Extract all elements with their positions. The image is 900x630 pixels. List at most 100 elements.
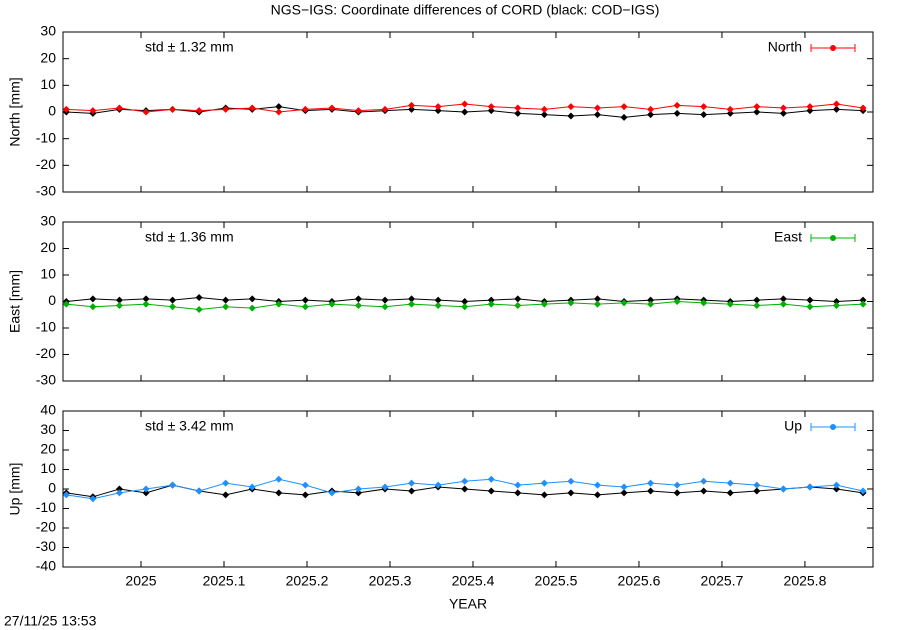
x-tick-label: 2025.8 bbox=[784, 573, 827, 589]
data-point bbox=[275, 103, 283, 111]
data-point bbox=[89, 495, 97, 503]
data-point bbox=[859, 104, 867, 112]
data-point bbox=[859, 487, 867, 495]
y-tick-label: -20 bbox=[36, 519, 56, 535]
data-point bbox=[62, 105, 70, 113]
data-point bbox=[301, 303, 309, 311]
x-tick-label: 2025.7 bbox=[701, 573, 744, 589]
data-point bbox=[593, 481, 601, 489]
y-tick-label: 40 bbox=[40, 402, 56, 418]
data-point bbox=[567, 112, 575, 120]
data-point bbox=[434, 296, 442, 304]
data-point bbox=[354, 107, 362, 115]
data-point bbox=[593, 491, 601, 499]
data-point bbox=[381, 296, 389, 304]
y-tick-label: 0 bbox=[48, 480, 56, 496]
data-point bbox=[248, 304, 256, 312]
x-tick-label: 2025.1 bbox=[203, 573, 246, 589]
data-point bbox=[461, 303, 469, 311]
y-tick-label: -10 bbox=[36, 499, 56, 515]
legend-label: North bbox=[768, 39, 802, 55]
y-axis-label: East [mm] bbox=[7, 270, 23, 333]
data-point bbox=[354, 489, 362, 497]
data-point bbox=[593, 300, 601, 308]
data-point bbox=[700, 299, 708, 307]
data-point bbox=[115, 104, 123, 112]
y-tick-label: -20 bbox=[36, 345, 56, 361]
data-point bbox=[832, 301, 840, 309]
data-point bbox=[726, 489, 734, 497]
data-point bbox=[673, 109, 681, 117]
data-point bbox=[753, 296, 761, 304]
timestamp: 27/11/25 13:53 bbox=[4, 613, 97, 629]
data-point bbox=[487, 296, 495, 304]
legend-marker bbox=[830, 45, 836, 51]
y-tick-label: 0 bbox=[48, 292, 56, 308]
data-point bbox=[248, 295, 256, 303]
x-axis-label: YEAR bbox=[449, 596, 487, 612]
data-point bbox=[647, 487, 655, 495]
data-point bbox=[753, 108, 761, 116]
y-axis-label: North [mm] bbox=[7, 77, 23, 146]
data-point bbox=[859, 300, 867, 308]
data-point bbox=[620, 489, 628, 497]
data-point bbox=[514, 109, 522, 117]
data-point bbox=[567, 477, 575, 485]
data-point bbox=[514, 295, 522, 303]
y-tick-label: -40 bbox=[36, 558, 56, 574]
data-point bbox=[647, 300, 655, 308]
x-tick-label: 2025.3 bbox=[369, 573, 412, 589]
data-point bbox=[673, 298, 681, 305]
data-point bbox=[806, 483, 814, 491]
data-point bbox=[540, 479, 548, 487]
data-point bbox=[301, 491, 309, 499]
data-point bbox=[381, 303, 389, 311]
data-point bbox=[301, 105, 309, 113]
data-point bbox=[115, 296, 123, 304]
data-point bbox=[567, 299, 575, 307]
data-point bbox=[301, 296, 309, 304]
data-point bbox=[779, 295, 787, 303]
data-point bbox=[540, 105, 548, 113]
data-point bbox=[89, 295, 97, 303]
data-point bbox=[408, 105, 416, 113]
data-point bbox=[806, 107, 814, 115]
data-point bbox=[647, 479, 655, 487]
y-tick-label: -10 bbox=[36, 319, 56, 335]
y-tick-label: -10 bbox=[36, 129, 56, 145]
y-tick-label: 30 bbox=[40, 23, 56, 39]
data-point bbox=[593, 295, 601, 303]
data-point bbox=[89, 107, 97, 115]
data-point bbox=[142, 485, 150, 493]
data-point bbox=[275, 489, 283, 497]
data-point bbox=[726, 479, 734, 487]
data-point bbox=[461, 477, 469, 485]
data-point bbox=[673, 481, 681, 489]
data-point bbox=[832, 100, 840, 108]
data-point bbox=[169, 105, 177, 113]
data-point bbox=[354, 301, 362, 309]
data-point bbox=[408, 300, 416, 308]
data-point bbox=[195, 294, 203, 302]
y-tick-label: -30 bbox=[36, 372, 56, 388]
data-point bbox=[195, 487, 203, 495]
x-tick-label: 2025.2 bbox=[286, 573, 329, 589]
data-point bbox=[487, 300, 495, 308]
data-point bbox=[461, 298, 469, 305]
data-point bbox=[514, 104, 522, 112]
legend-label: Up bbox=[784, 418, 802, 434]
std-annotation: std ± 1.32 mm bbox=[145, 39, 234, 55]
data-point bbox=[142, 295, 150, 303]
data-point bbox=[753, 487, 761, 495]
plot-frame bbox=[62, 221, 874, 382]
data-point bbox=[62, 491, 70, 499]
data-point bbox=[673, 489, 681, 497]
data-point bbox=[381, 105, 389, 113]
data-point bbox=[832, 105, 840, 113]
data-point bbox=[859, 296, 867, 304]
data-point bbox=[115, 485, 123, 493]
data-point bbox=[222, 491, 230, 499]
data-point bbox=[195, 305, 203, 313]
data-point bbox=[461, 100, 469, 108]
